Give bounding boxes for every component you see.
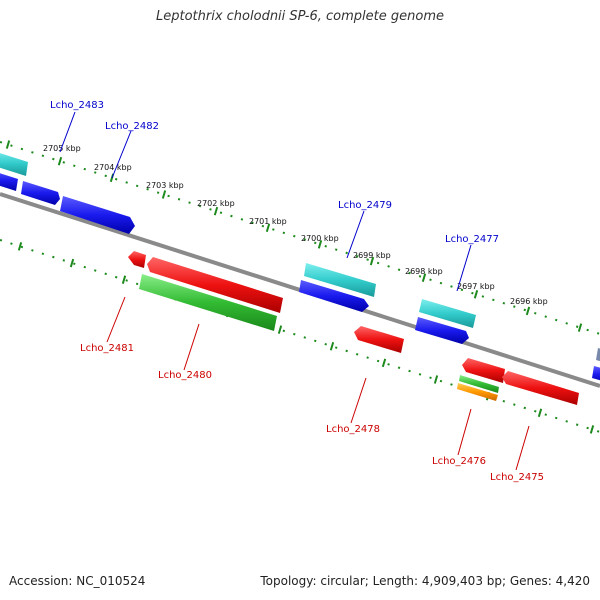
gene-label-lcho-2481[interactable]: Lcho_2481 — [80, 343, 134, 354]
kbp-label-2702: 2702 kbp — [197, 199, 235, 208]
leader-lcho-2483 — [59, 111, 76, 153]
major-tick-lower — [121, 275, 127, 284]
major-tick-upper — [577, 323, 583, 332]
gene-cyan-left-edge[interactable] — [0, 150, 28, 176]
gene-lcho-2481[interactable] — [128, 251, 146, 268]
accession-text: Accession: NC_010524 — [9, 574, 146, 588]
gene-cyan-right-edge[interactable] — [596, 348, 600, 364]
leader-lcho-2477 — [456, 244, 472, 292]
major-tick-upper — [161, 190, 167, 199]
leader-lcho-2478 — [350, 377, 367, 424]
major-tick-upper — [421, 273, 427, 282]
kbp-label-2704: 2704 kbp — [94, 163, 132, 172]
gene-label-lcho-2482[interactable]: Lcho_2482 — [105, 121, 159, 132]
gene-lcho-2477-cyan[interactable] — [419, 299, 476, 328]
major-tick-upper — [317, 240, 323, 249]
gene-lcho-2479-cyan[interactable] — [304, 263, 376, 297]
major-tick-upper — [5, 140, 11, 149]
leader-lcho-2481 — [106, 296, 126, 343]
gene-lcho-2483[interactable] — [21, 181, 60, 205]
gene-lcho-2480-red[interactable] — [147, 257, 283, 313]
major-tick-lower — [69, 258, 75, 268]
gene-lcho-2475[interactable] — [502, 371, 579, 405]
gene-blue-left-edge[interactable] — [0, 170, 18, 191]
gene-lcho-2479-blue[interactable] — [299, 280, 369, 312]
gene-lcho-2476-red[interactable] — [462, 358, 505, 383]
gene-label-lcho-2483[interactable]: Lcho_2483 — [50, 100, 104, 111]
tick-track-lower — [0, 239, 600, 433]
page-title: Leptothrix cholodnii SP-6, complete geno… — [156, 9, 444, 24]
gene-lcho-2480-green[interactable] — [139, 274, 277, 331]
major-tick-upper — [369, 256, 375, 266]
major-tick-lower — [277, 325, 283, 334]
topology-text: Topology: circular; Length: 4,909,403 bp… — [260, 574, 590, 588]
kbp-label-2698: 2698 kbp — [405, 267, 443, 276]
gene-label-lcho-2479[interactable]: Lcho_2479 — [338, 200, 392, 211]
gene-label-lcho-2476[interactable]: Lcho_2476 — [432, 456, 486, 467]
kbp-label-2699: 2699 kbp — [353, 251, 391, 260]
gene-lcho-2482[interactable] — [60, 196, 135, 234]
leader-lcho-2475 — [515, 425, 530, 471]
leader-lcho-2482 — [111, 130, 132, 179]
major-tick-lower — [537, 408, 543, 418]
leader-lcho-2476 — [457, 408, 472, 456]
gene-blue-right-edge[interactable] — [592, 366, 600, 383]
leader-lcho-2480 — [183, 323, 200, 371]
major-tick-lower — [433, 375, 439, 384]
gene-label-lcho-2477[interactable]: Lcho_2477 — [445, 234, 499, 245]
gene-lcho-2476-green[interactable] — [459, 375, 499, 393]
kbp-label-2697: 2697 kbp — [457, 282, 495, 291]
leader-lcho-2479 — [346, 210, 365, 259]
major-tick-upper — [473, 290, 479, 299]
kbp-label-2703: 2703 kbp — [146, 181, 184, 190]
major-tick-upper — [265, 223, 271, 233]
kbp-label-2705: 2705 kbp — [43, 144, 81, 153]
major-tick-lower — [381, 358, 387, 368]
major-tick-upper — [57, 156, 63, 166]
gene-label-lcho-2480[interactable]: Lcho_2480 — [158, 370, 212, 381]
gene-label-lcho-2478[interactable]: Lcho_2478 — [326, 424, 380, 435]
major-tick-lower — [17, 242, 23, 251]
kbp-label-2700: 2700 kbp — [301, 234, 339, 243]
major-tick-upper — [525, 306, 531, 316]
gene-lcho-2478[interactable] — [354, 326, 404, 353]
gene-label-lcho-2475[interactable]: Lcho_2475 — [490, 472, 544, 483]
gene-lcho-2477-blue[interactable] — [415, 317, 469, 344]
major-tick-lower — [329, 341, 335, 351]
major-tick-lower — [589, 425, 595, 434]
gene-lcho-2476-orange[interactable] — [457, 383, 498, 401]
kbp-label-2696: 2696 kbp — [510, 297, 548, 306]
kbp-label-2701: 2701 kbp — [249, 217, 287, 226]
major-tick-upper — [213, 206, 219, 216]
